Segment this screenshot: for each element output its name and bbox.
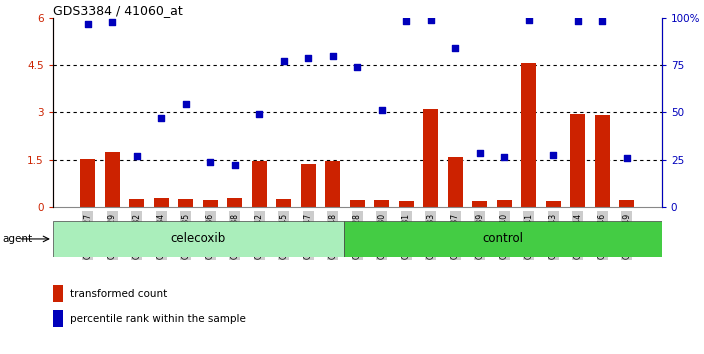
- Point: [303, 55, 314, 61]
- Bar: [497, 200, 512, 207]
- Bar: [344, 221, 662, 257]
- Bar: [105, 152, 120, 207]
- Text: celecoxib: celecoxib: [171, 233, 226, 245]
- Point: [131, 153, 142, 159]
- Point: [621, 155, 632, 160]
- Point: [156, 115, 167, 121]
- Point: [205, 159, 216, 165]
- Point: [253, 111, 265, 117]
- Bar: [277, 199, 291, 207]
- Bar: [154, 198, 169, 207]
- Bar: [227, 198, 242, 207]
- Point: [523, 17, 534, 23]
- Bar: [448, 156, 463, 207]
- Point: [596, 19, 608, 24]
- Bar: [546, 201, 560, 207]
- Bar: [252, 161, 267, 207]
- Bar: [301, 165, 315, 207]
- Point: [230, 162, 241, 168]
- Bar: [53, 310, 63, 327]
- Bar: [472, 201, 487, 207]
- Text: transformed count: transformed count: [70, 289, 168, 298]
- Bar: [423, 109, 438, 207]
- Bar: [130, 199, 144, 207]
- Bar: [570, 114, 585, 207]
- Bar: [350, 200, 365, 207]
- Point: [474, 150, 485, 156]
- Bar: [595, 115, 610, 207]
- Bar: [399, 201, 414, 207]
- Point: [376, 107, 387, 113]
- Point: [425, 17, 436, 23]
- Text: agent: agent: [2, 234, 32, 244]
- Point: [401, 18, 412, 24]
- Bar: [375, 200, 389, 207]
- Bar: [53, 285, 63, 302]
- Point: [572, 19, 584, 24]
- Text: percentile rank within the sample: percentile rank within the sample: [70, 314, 246, 324]
- Text: GDS3384 / 41060_at: GDS3384 / 41060_at: [53, 4, 182, 17]
- Point: [352, 64, 363, 69]
- Bar: [620, 200, 634, 207]
- Point: [450, 45, 461, 51]
- Point: [548, 153, 559, 158]
- Point: [278, 58, 289, 64]
- Bar: [53, 221, 344, 257]
- Bar: [522, 63, 536, 207]
- Point: [107, 19, 118, 25]
- Bar: [80, 159, 95, 207]
- Point: [327, 53, 339, 59]
- Bar: [178, 199, 193, 207]
- Bar: [203, 200, 218, 207]
- Point: [498, 154, 510, 159]
- Point: [82, 21, 94, 27]
- Text: control: control: [482, 233, 523, 245]
- Point: [180, 101, 191, 107]
- Bar: [325, 161, 340, 207]
